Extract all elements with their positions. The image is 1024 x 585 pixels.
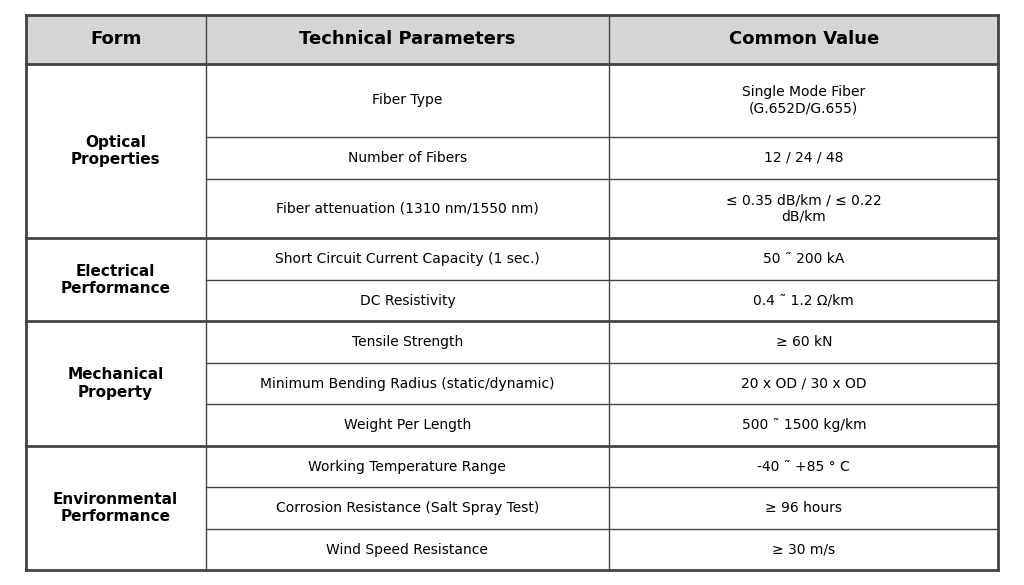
Bar: [26, 321, 206, 446]
Bar: [26, 15, 206, 64]
Text: 50 ˜ 200 kA: 50 ˜ 200 kA: [763, 252, 845, 266]
Bar: [609, 321, 998, 363]
Text: 500 ˜ 1500 kg/km: 500 ˜ 1500 kg/km: [741, 418, 866, 432]
Bar: [206, 178, 609, 238]
Text: Working Temperature Range: Working Temperature Range: [308, 460, 506, 474]
Bar: [609, 529, 998, 570]
Bar: [609, 487, 998, 529]
Text: Mechanical
Property: Mechanical Property: [68, 367, 164, 400]
Text: Form: Form: [90, 30, 141, 48]
Text: Common Value: Common Value: [729, 30, 879, 48]
Text: Wind Speed Resistance: Wind Speed Resistance: [327, 543, 488, 556]
Text: Fiber Type: Fiber Type: [373, 94, 442, 108]
Bar: [26, 446, 206, 570]
Bar: [206, 487, 609, 529]
Bar: [206, 15, 609, 64]
Text: Short Circuit Current Capacity (1 sec.): Short Circuit Current Capacity (1 sec.): [275, 252, 540, 266]
Text: 12 / 24 / 48: 12 / 24 / 48: [764, 151, 844, 165]
Text: -40 ˜ +85 ° C: -40 ˜ +85 ° C: [758, 460, 850, 474]
Text: 20 x OD / 30 x OD: 20 x OD / 30 x OD: [741, 377, 866, 391]
Bar: [206, 64, 609, 137]
Bar: [206, 529, 609, 570]
Text: ≥ 60 kN: ≥ 60 kN: [775, 335, 833, 349]
Bar: [609, 238, 998, 280]
Bar: [206, 404, 609, 446]
Text: Minimum Bending Radius (static/dynamic): Minimum Bending Radius (static/dynamic): [260, 377, 555, 391]
Bar: [206, 137, 609, 178]
Text: Fiber attenuation (1310 nm/1550 nm): Fiber attenuation (1310 nm/1550 nm): [276, 201, 539, 215]
Text: Tensile Strength: Tensile Strength: [352, 335, 463, 349]
Bar: [26, 64, 206, 238]
Text: Optical
Properties: Optical Properties: [71, 135, 161, 167]
Bar: [609, 137, 998, 178]
Bar: [206, 238, 609, 280]
Text: DC Resistivity: DC Resistivity: [359, 294, 456, 308]
Bar: [609, 280, 998, 321]
Text: Number of Fibers: Number of Fibers: [348, 151, 467, 165]
Text: Single Mode Fiber
(G.652D/G.655): Single Mode Fiber (G.652D/G.655): [742, 85, 865, 115]
Bar: [206, 321, 609, 363]
Bar: [609, 15, 998, 64]
Text: ≤ 0.35 dB/km / ≤ 0.22
dB/km: ≤ 0.35 dB/km / ≤ 0.22 dB/km: [726, 194, 882, 223]
Bar: [206, 446, 609, 487]
Text: Electrical
Performance: Electrical Performance: [60, 264, 171, 296]
Bar: [609, 178, 998, 238]
Text: 0.4 ˜ 1.2 Ω/km: 0.4 ˜ 1.2 Ω/km: [754, 294, 854, 308]
Bar: [206, 363, 609, 404]
Text: ≥ 96 hours: ≥ 96 hours: [765, 501, 843, 515]
Bar: [609, 446, 998, 487]
Text: ≥ 30 m/s: ≥ 30 m/s: [772, 543, 836, 556]
Bar: [206, 280, 609, 321]
Bar: [609, 64, 998, 137]
Text: Corrosion Resistance (Salt Spray Test): Corrosion Resistance (Salt Spray Test): [275, 501, 539, 515]
Text: Technical Parameters: Technical Parameters: [299, 30, 516, 48]
Bar: [609, 363, 998, 404]
Text: Weight Per Length: Weight Per Length: [344, 418, 471, 432]
Bar: [26, 238, 206, 321]
Text: Environmental
Performance: Environmental Performance: [53, 492, 178, 524]
Bar: [609, 404, 998, 446]
